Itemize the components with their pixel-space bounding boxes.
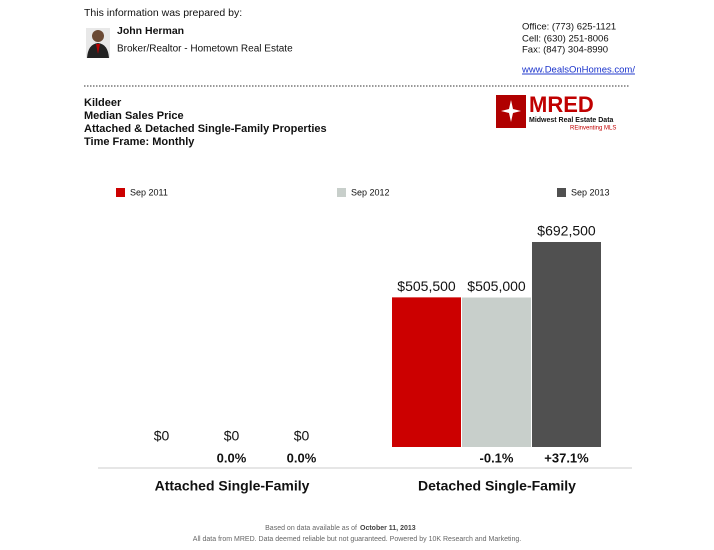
legend-swatch <box>337 188 346 197</box>
legend-label: Sep 2012 <box>351 187 390 197</box>
category-label: Detached Single-Family <box>418 478 576 494</box>
agent-role: Broker/Realtor - Hometown Real Estate <box>117 44 293 55</box>
legend-label: Sep 2011 <box>130 187 168 197</box>
website-link[interactable]: www.DealsOnHomes.com/ <box>521 65 635 76</box>
agent-photo <box>86 28 110 58</box>
logo-subtitle: Midwest Real Estate Data <box>529 117 614 124</box>
report-line: Median Sales Price <box>84 110 184 122</box>
logo-tagline: REinventing MLS <box>570 126 616 132</box>
footer-disclaimer: All data from MRED. Data deemed reliable… <box>193 536 521 543</box>
contact: Fax: (847) 304-8990 <box>522 45 608 56</box>
logo-name: MRED <box>529 92 594 117</box>
report-line: Attached & Detached Single-Family Proper… <box>84 123 327 135</box>
contact: Cell: (630) 251-8006 <box>522 34 609 45</box>
bar <box>532 242 601 447</box>
value-label: $0 <box>294 428 310 444</box>
report-line: Kildeer <box>84 97 122 109</box>
value-label: $692,500 <box>537 223 596 239</box>
agent-name: John Herman <box>117 25 184 37</box>
legend-swatch <box>557 188 566 197</box>
change-label: -0.1% <box>480 450 514 465</box>
prepared-by: This information was prepared by: <box>84 7 242 19</box>
contact: Office: (773) 625-1121 <box>522 22 616 33</box>
category-label: Attached Single-Family <box>155 478 310 494</box>
legend-swatch <box>116 188 125 197</box>
change-label: +37.1% <box>544 450 589 465</box>
change-label: 0.0% <box>217 450 247 465</box>
bar <box>392 297 461 447</box>
value-label: $505,500 <box>397 278 456 294</box>
value-label: $505,000 <box>467 278 526 294</box>
value-label: $0 <box>154 428 170 444</box>
footer-note: Based on data available as of <box>265 525 357 532</box>
footer-date: October 11, 2013 <box>360 525 416 532</box>
value-label: $0 <box>224 428 240 444</box>
legend-label: Sep 2013 <box>571 187 610 197</box>
report-line: Time Frame: Monthly <box>84 136 195 148</box>
bar <box>462 297 531 447</box>
change-label: 0.0% <box>287 450 317 465</box>
logo: MRED Midwest Real Estate Data REinventin… <box>496 92 616 132</box>
